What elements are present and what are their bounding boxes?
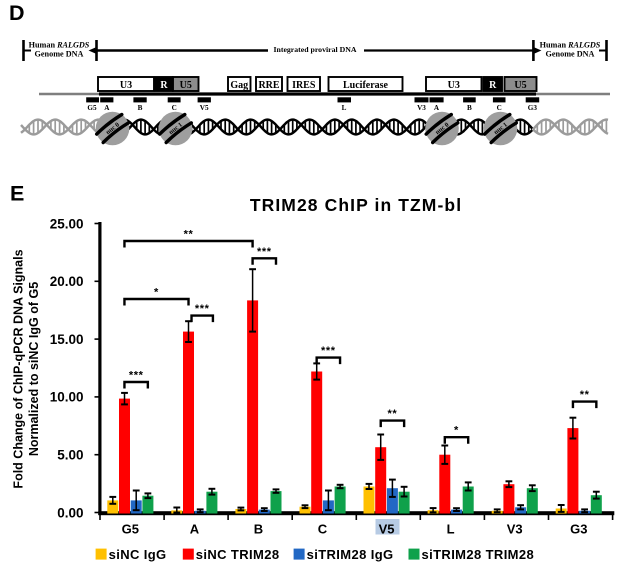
svg-text:***: ***: [129, 370, 144, 382]
svg-text:siNC TRIM28: siNC TRIM28: [196, 547, 280, 562]
svg-text:R: R: [160, 80, 168, 91]
svg-text:**: **: [184, 229, 194, 241]
svg-text:A: A: [190, 522, 200, 537]
svg-text:RRE: RRE: [258, 80, 279, 91]
svg-text:A: A: [104, 104, 110, 112]
svg-text:siTRIM28 IgG: siTRIM28 IgG: [307, 547, 394, 562]
svg-text:U3: U3: [120, 80, 132, 91]
svg-text:20.00: 20.00: [50, 274, 84, 289]
svg-text:U5: U5: [180, 80, 192, 91]
svg-text:U3: U3: [448, 80, 460, 91]
svg-text:15.00: 15.00: [50, 332, 84, 347]
svg-text:G3: G3: [528, 104, 538, 112]
svg-text:D: D: [9, 1, 25, 25]
svg-text:Genome DNA: Genome DNA: [35, 50, 84, 59]
svg-text:B: B: [138, 104, 143, 112]
svg-text:B: B: [467, 104, 472, 112]
svg-text:C: C: [318, 522, 328, 537]
svg-text:***: ***: [257, 246, 272, 258]
svg-text:IRES: IRES: [292, 80, 316, 91]
svg-text:**: **: [388, 408, 398, 420]
svg-text:Genome DNA: Genome DNA: [546, 50, 595, 59]
svg-text:V3: V3: [507, 522, 523, 537]
svg-text:A: A: [434, 104, 440, 112]
svg-text:Normalized to siNC IgG of G5: Normalized to siNC IgG of G5: [27, 282, 41, 456]
svg-text:E: E: [10, 182, 24, 206]
svg-text:***: ***: [195, 303, 210, 315]
svg-text:TRIM28 ChIP in TZM-bl: TRIM28 ChIP in TZM-bl: [250, 195, 462, 215]
svg-text:siTRIM28 TRIM28: siTRIM28 TRIM28: [422, 547, 535, 562]
svg-text:C: C: [497, 104, 502, 112]
svg-text:10.00: 10.00: [50, 390, 84, 405]
svg-text:U5: U5: [514, 80, 526, 91]
svg-text:V5: V5: [200, 104, 209, 112]
svg-text:***: ***: [321, 345, 336, 357]
svg-text:G5: G5: [87, 104, 97, 112]
svg-text:Human RALGDS: Human RALGDS: [29, 41, 90, 50]
svg-text:L: L: [342, 104, 347, 112]
svg-text:Gag: Gag: [230, 80, 248, 91]
svg-text:Fold Change of ChIP-qPCR DNA S: Fold Change of ChIP-qPCR DNA Signals: [12, 249, 26, 488]
svg-text:*: *: [154, 287, 159, 299]
svg-text:Luciferase: Luciferase: [343, 80, 389, 91]
svg-text:5.00: 5.00: [57, 448, 83, 463]
svg-text:L: L: [447, 522, 455, 537]
svg-text:V5: V5: [379, 522, 395, 537]
svg-text:Integrated proviral DNA: Integrated proviral DNA: [273, 45, 356, 54]
svg-text:R: R: [489, 80, 497, 91]
svg-text:G3: G3: [570, 522, 587, 537]
svg-text:25.00: 25.00: [50, 216, 84, 231]
svg-text:siNC IgG: siNC IgG: [109, 547, 167, 562]
svg-text:*: *: [454, 425, 459, 437]
svg-text:B: B: [254, 522, 263, 537]
svg-text:Human RALGDS: Human RALGDS: [540, 41, 601, 50]
svg-text:C: C: [172, 104, 177, 112]
svg-text:0.00: 0.00: [57, 505, 83, 520]
svg-text:**: **: [580, 389, 590, 401]
svg-text:V3: V3: [417, 104, 426, 112]
svg-text:G5: G5: [122, 522, 139, 537]
